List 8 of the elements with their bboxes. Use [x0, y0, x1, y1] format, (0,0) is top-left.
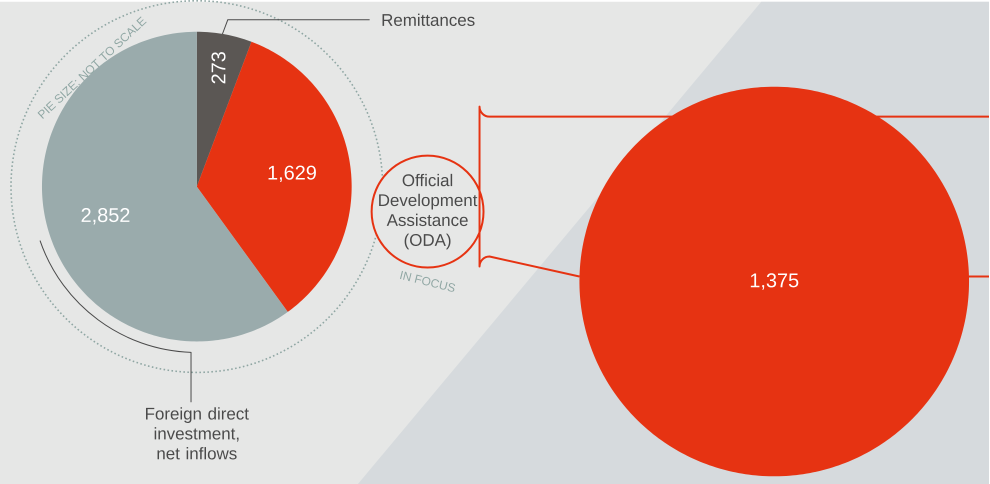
data-label: 2,852 [82, 208, 130, 224]
data-label: 1,375 [750, 273, 798, 290]
data-label: 1,629 [268, 165, 316, 182]
text: IN FOCUS [400, 270, 456, 292]
slice-label: Remittances [382, 13, 475, 26]
legend-label: Official Development Assistance (ODA) [379, 174, 478, 250]
slice-label: Foreign direct investment, net inflows [146, 407, 249, 460]
data-label: 273 [211, 52, 226, 84]
